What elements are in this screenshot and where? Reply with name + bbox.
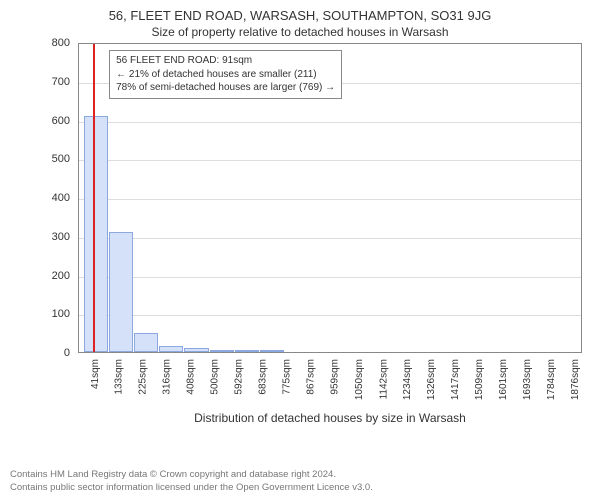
- histogram-bar: [109, 232, 133, 352]
- x-tick-label: 1234sqm: [402, 359, 413, 400]
- y-axis-ticks: 0100200300400500600700800: [38, 43, 74, 353]
- histogram-bar: [84, 116, 108, 352]
- gridline: [79, 315, 581, 316]
- x-tick-label: 1693sqm: [522, 359, 533, 400]
- y-tick-label: 300: [52, 231, 70, 243]
- y-tick-label: 800: [52, 37, 70, 49]
- x-tick-label: 775sqm: [282, 359, 293, 395]
- page-title: 56, FLEET END ROAD, WARSASH, SOUTHAMPTON…: [10, 8, 590, 23]
- x-tick-label: 1142sqm: [378, 359, 389, 399]
- footer-line-1: Contains HM Land Registry data © Crown c…: [10, 469, 590, 481]
- annotation-line: ← 21% of detached houses are smaller (21…: [116, 68, 335, 82]
- x-tick-label: 1876sqm: [570, 359, 581, 400]
- histogram-bar: [134, 333, 158, 352]
- x-axis-label: Distribution of detached houses by size …: [78, 411, 582, 425]
- y-tick-label: 200: [52, 270, 70, 282]
- y-tick-label: 700: [52, 76, 70, 88]
- x-tick-label: 959sqm: [330, 359, 341, 395]
- annotation-box: 56 FLEET END ROAD: 91sqm← 21% of detache…: [109, 50, 342, 99]
- histogram-plot: 56 FLEET END ROAD: 91sqm← 21% of detache…: [78, 43, 582, 353]
- x-tick-label: 316sqm: [162, 359, 173, 395]
- x-tick-label: 408sqm: [186, 359, 197, 395]
- x-tick-label: 1784sqm: [546, 359, 557, 400]
- x-tick-label: 1601sqm: [498, 359, 509, 400]
- x-tick-label: 1417sqm: [450, 359, 461, 400]
- histogram-bar: [159, 346, 183, 352]
- annotation-line: 56 FLEET END ROAD: 91sqm: [116, 54, 335, 68]
- x-tick-label: 225sqm: [138, 359, 149, 395]
- x-tick-label: 1050sqm: [354, 359, 365, 400]
- property-marker-line: [93, 44, 95, 352]
- gridline: [79, 199, 581, 200]
- x-tick-label: 1509sqm: [474, 359, 485, 400]
- gridline: [79, 160, 581, 161]
- y-tick-label: 0: [64, 347, 70, 359]
- x-axis-ticks: 41sqm 133sqm 225sqm 316sqm 408sqm 500sqm 592sq…: [78, 355, 582, 413]
- x-tick-label: 41sqm: [90, 359, 101, 389]
- x-tick-label: 592sqm: [234, 359, 245, 395]
- histogram-bar: [235, 350, 259, 352]
- gridline: [79, 122, 581, 123]
- footer-line-2: Contains public sector information licen…: [10, 482, 590, 494]
- y-tick-label: 500: [52, 153, 70, 165]
- x-tick-label: 1326sqm: [426, 359, 437, 400]
- chart-subtitle: Size of property relative to detached ho…: [10, 25, 590, 39]
- gridline: [79, 238, 581, 239]
- gridline: [79, 277, 581, 278]
- x-tick-label: 500sqm: [210, 359, 221, 395]
- footer-attribution: Contains HM Land Registry data © Crown c…: [10, 469, 590, 494]
- histogram-bar: [210, 350, 234, 352]
- x-tick-label: 683sqm: [258, 359, 269, 395]
- chart-region: Number of detached properties 0100200300…: [30, 43, 590, 433]
- histogram-bar: [260, 350, 284, 352]
- histogram-bar: [184, 348, 208, 352]
- y-tick-label: 400: [52, 192, 70, 204]
- y-tick-label: 600: [52, 115, 70, 127]
- x-tick-label: 133sqm: [114, 359, 125, 395]
- y-tick-label: 100: [52, 308, 70, 320]
- x-tick-label: 867sqm: [306, 359, 317, 395]
- annotation-line: 78% of semi-detached houses are larger (…: [116, 81, 335, 95]
